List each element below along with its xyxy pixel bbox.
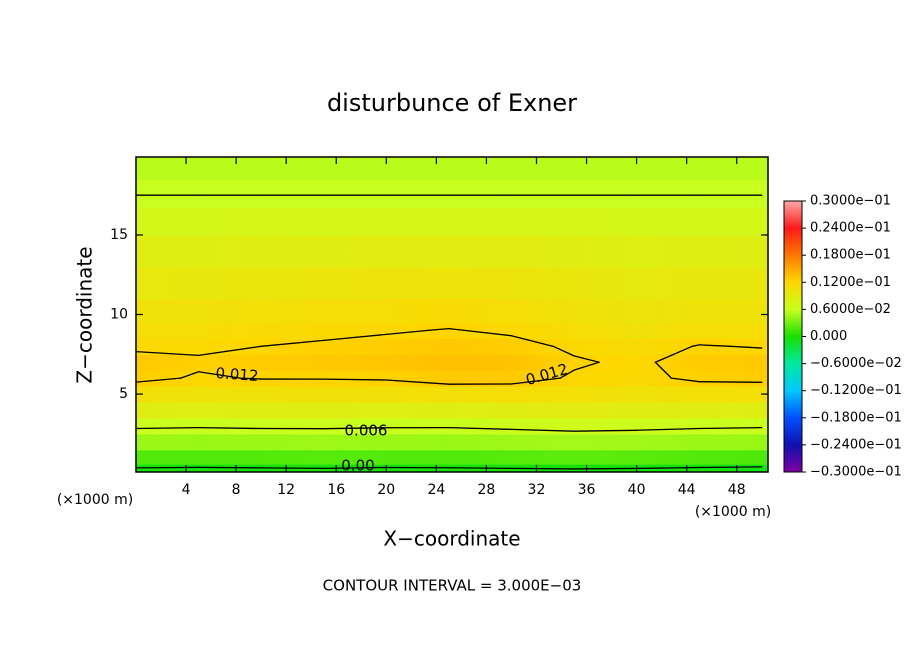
x-tick-label: 8 bbox=[232, 482, 241, 498]
colorbar-label: −0.2400e−01 bbox=[810, 437, 902, 452]
contour-line bbox=[729, 345, 763, 349]
contour-line bbox=[552, 345, 575, 357]
field bbox=[136, 157, 768, 472]
contour-line bbox=[670, 377, 700, 383]
contour-line bbox=[448, 426, 513, 431]
contour-line bbox=[260, 467, 325, 470]
contour-label: 0.012 bbox=[215, 364, 259, 385]
contour-line bbox=[510, 377, 561, 385]
contour-line bbox=[323, 378, 387, 381]
contour-line bbox=[136, 426, 200, 430]
x-unit-label: (×1000 m) bbox=[57, 492, 133, 508]
y-tick-label: 15 bbox=[110, 227, 128, 243]
x-tick-label: 20 bbox=[377, 482, 395, 498]
y-tick-label: 10 bbox=[110, 307, 128, 323]
colorbar-label: −0.1800e−01 bbox=[810, 410, 902, 425]
colorbar-label: −0.6000e−02 bbox=[810, 356, 902, 371]
x-tick-label: 32 bbox=[528, 482, 546, 498]
contour-line bbox=[510, 467, 575, 470]
x-tick-label: 16 bbox=[327, 482, 345, 498]
x-tick-label: 40 bbox=[628, 482, 646, 498]
contours bbox=[136, 194, 763, 470]
x-tick-label: 4 bbox=[182, 482, 191, 498]
contour-line bbox=[385, 329, 429, 336]
field-row bbox=[136, 266, 768, 300]
footnote: CONTOUR INTERVAL = 3.000E−03 bbox=[323, 577, 582, 595]
colorbar bbox=[783, 200, 803, 473]
field-row bbox=[136, 417, 768, 435]
contour-line bbox=[654, 361, 673, 379]
field-row bbox=[136, 370, 768, 387]
contour-line bbox=[698, 344, 732, 347]
field-row bbox=[136, 207, 768, 236]
contour-line bbox=[510, 428, 575, 432]
field-row bbox=[136, 298, 768, 324]
x-axis-label: X−coordinate bbox=[383, 527, 520, 551]
contour-line bbox=[573, 361, 600, 371]
field-row bbox=[136, 179, 768, 208]
contour-label: 0.00 bbox=[341, 457, 374, 475]
field-row bbox=[136, 338, 768, 355]
contour-line bbox=[260, 339, 325, 347]
colorbar-label: 0.3000e−01 bbox=[810, 194, 891, 209]
x-tick-label: 28 bbox=[478, 482, 496, 498]
colorbar-label: 0.2400e−01 bbox=[810, 221, 891, 236]
contour-line bbox=[448, 467, 513, 470]
contour-line bbox=[448, 327, 466, 332]
colorbar-label: −0.3000e−01 bbox=[810, 465, 902, 480]
x-tick-label: 12 bbox=[277, 482, 295, 498]
contour-label: 0.006 bbox=[345, 422, 388, 440]
contour-line bbox=[239, 377, 262, 380]
x-tick-label: 36 bbox=[578, 482, 596, 498]
colorbar-label: 0.6000e−02 bbox=[810, 302, 891, 317]
field-row bbox=[136, 157, 768, 180]
x-tick-label: 48 bbox=[728, 482, 746, 498]
contour-line bbox=[197, 371, 241, 379]
contour-line bbox=[136, 350, 200, 357]
contour-line bbox=[510, 335, 554, 347]
contour-line bbox=[654, 345, 693, 363]
contour-line bbox=[698, 381, 763, 383]
contour-line bbox=[559, 369, 575, 379]
x-unit-label: (×1000 m) bbox=[695, 504, 771, 520]
field-row bbox=[136, 354, 768, 371]
field-row bbox=[136, 234, 768, 268]
field-row bbox=[136, 449, 768, 465]
chart-title: disturbunce of Exner bbox=[327, 89, 577, 117]
contour-line bbox=[573, 429, 638, 432]
contour-line bbox=[136, 377, 182, 383]
colorbar-label: −0.1200e−01 bbox=[810, 383, 902, 398]
contour-line bbox=[180, 371, 200, 379]
contour-line bbox=[197, 426, 262, 430]
contour-line bbox=[691, 344, 700, 347]
contour-line bbox=[698, 426, 763, 430]
contour-line bbox=[197, 345, 262, 357]
contour-line bbox=[323, 466, 387, 470]
field-row bbox=[136, 322, 768, 339]
colorbar-label: 0.000 bbox=[810, 329, 847, 344]
contour-line bbox=[698, 466, 763, 469]
contour-line bbox=[635, 427, 700, 431]
colorbar-label: 0.1200e−01 bbox=[810, 275, 891, 290]
contour-line bbox=[385, 379, 450, 385]
contour-line bbox=[427, 327, 450, 332]
contour-line bbox=[136, 466, 200, 469]
field-row bbox=[136, 433, 768, 451]
contour-line bbox=[323, 427, 387, 430]
contour-line bbox=[635, 466, 700, 470]
contour-line bbox=[323, 333, 387, 342]
colorbar-label: 0.1800e−01 bbox=[810, 248, 891, 263]
x-tick-label: 24 bbox=[427, 482, 445, 498]
contour-line bbox=[197, 466, 262, 469]
x-tick-label: 44 bbox=[678, 482, 696, 498]
field-row bbox=[136, 402, 768, 419]
contour-line bbox=[573, 355, 600, 363]
y-axis-label: Z−coordinate bbox=[73, 246, 97, 383]
y-tick-label: 5 bbox=[119, 386, 128, 402]
field-row bbox=[136, 386, 768, 403]
contour-line bbox=[463, 329, 513, 337]
